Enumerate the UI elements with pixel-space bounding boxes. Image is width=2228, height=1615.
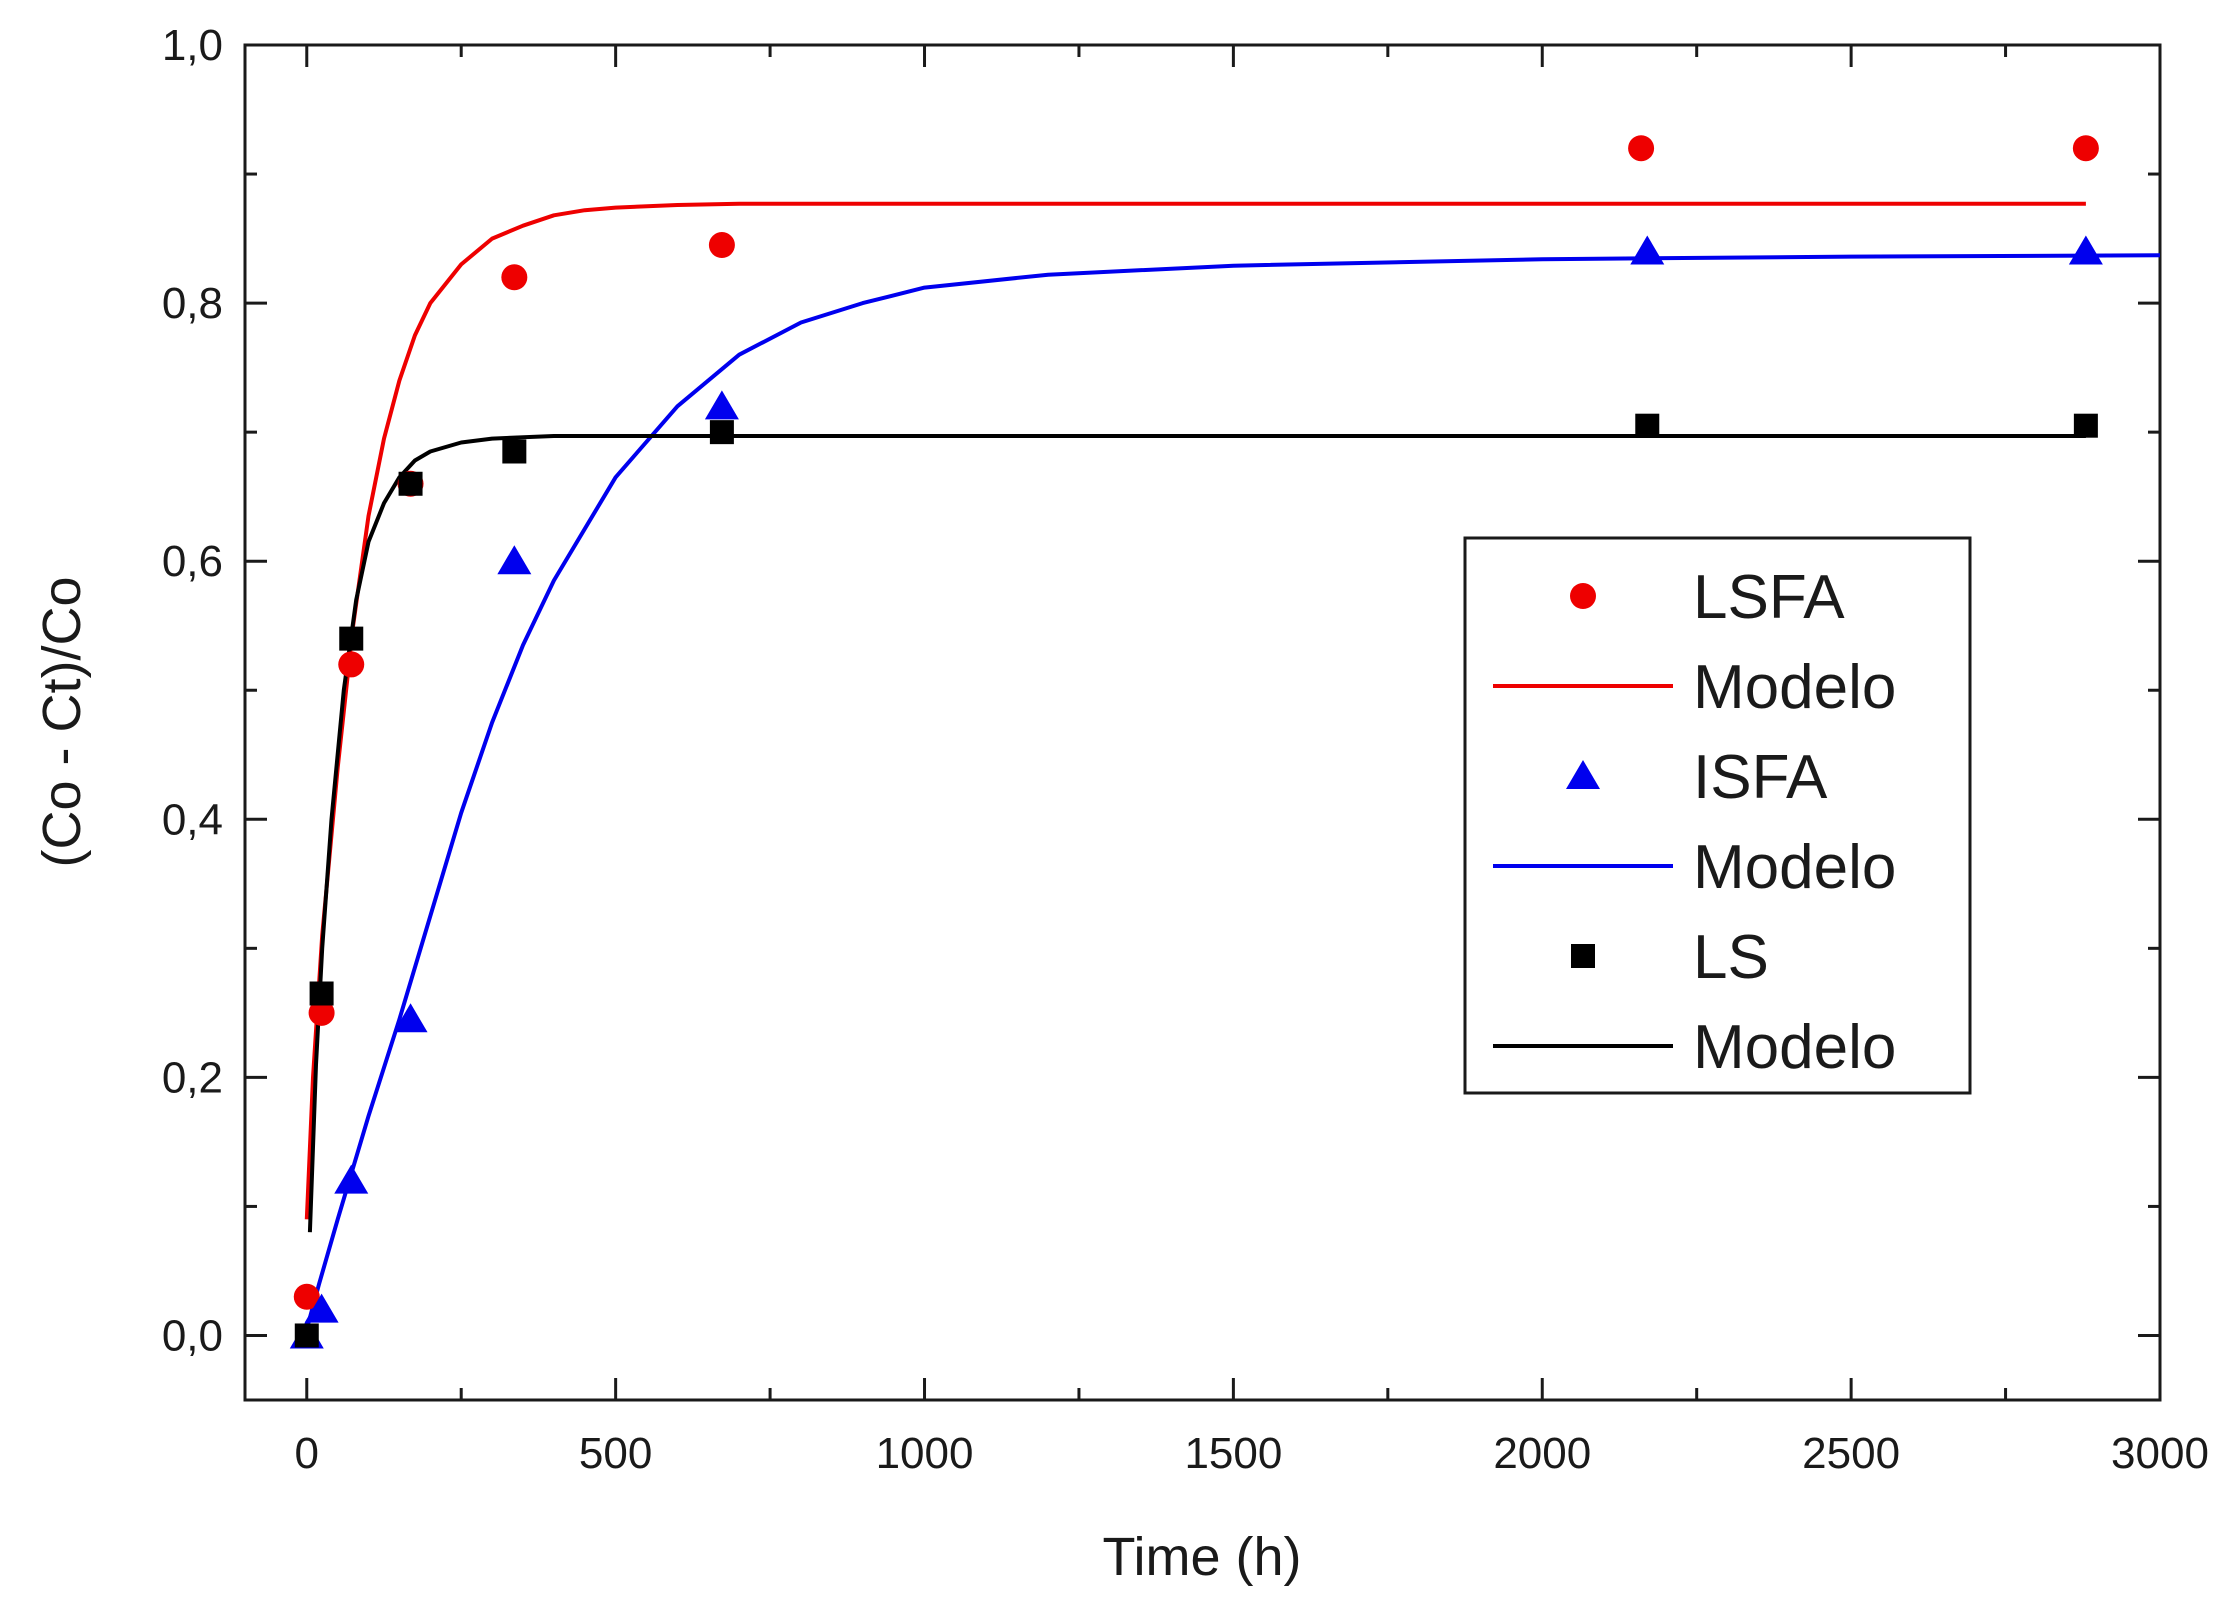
data-point-lsfa [1628,135,1655,162]
y-tick-label: 0,2 [162,1053,223,1102]
x-tick-label: 1500 [1184,1429,1282,1478]
legend-marker [1570,583,1596,609]
y-tick-label: 0,8 [162,279,223,328]
data-markers [289,135,2103,1349]
data-point-ls [2073,413,2098,438]
data-point-ls [1635,413,1660,438]
y-tick-label: 1,0 [162,21,223,70]
data-point-lsfa [501,264,528,291]
data-point-ls [339,626,364,651]
legend-marker [1566,760,1600,789]
legend: LSFA Modelo ISFA Modelo LS Modelo [1463,536,1972,1095]
data-point-lsfa [708,232,735,259]
data-point-isfa [2068,235,2103,265]
legend-box [1463,536,1972,1095]
legend-label: Modelo [1693,653,1896,722]
data-point-isfa [304,1293,339,1323]
y-tick-label: 0,4 [162,795,223,844]
data-point-isfa [704,390,739,420]
legend-label: LS [1693,923,1769,992]
x-tick-label: 2000 [1493,1429,1591,1478]
data-point-ls [309,981,334,1006]
y-tick-label: 0,6 [162,537,223,586]
data-point-isfa [497,545,532,575]
data-point-lsfa [308,999,335,1026]
x-tick-label: 0 [295,1429,319,1478]
y-axis-title: (Co - Ct)/Co [32,576,92,867]
data-point-lsfa [2072,135,2099,162]
y-tick-label: 0,0 [162,1311,223,1360]
x-axis-title: Time (h) [1103,1527,1302,1587]
data-point-isfa [393,1003,428,1033]
data-point-lsfa [293,1283,320,1310]
data-point-isfa [334,1164,369,1194]
legend-label: Modelo [1693,1013,1896,1082]
x-tick-label: 500 [579,1429,652,1478]
x-tick-label: 3000 [2111,1429,2209,1478]
legend-label: LSFA [1693,563,1845,632]
data-point-ls [294,1323,319,1348]
legend-label: Modelo [1693,833,1896,902]
legend-marker [1571,944,1595,968]
data-point-ls [502,439,527,464]
legend-label: ISFA [1693,743,1828,812]
model-curve [304,253,2161,1330]
plot-frame [243,43,2162,1402]
legend-rows: LSFA Modelo ISFA Modelo LS Modelo [1493,563,1896,1082]
axis-ticks: 0 500 1000 1500 2000 2500 3000 0,0 0,2 0,4 0,6 0,8 1… [162,21,2209,1478]
data-point-isfa [1630,235,1665,265]
data-point-ls [709,420,734,445]
x-tick-label: 1000 [876,1429,974,1478]
data-point-lsfa [338,651,365,678]
x-tick-label: 2500 [1802,1429,1900,1478]
data-point-ls [398,471,423,496]
